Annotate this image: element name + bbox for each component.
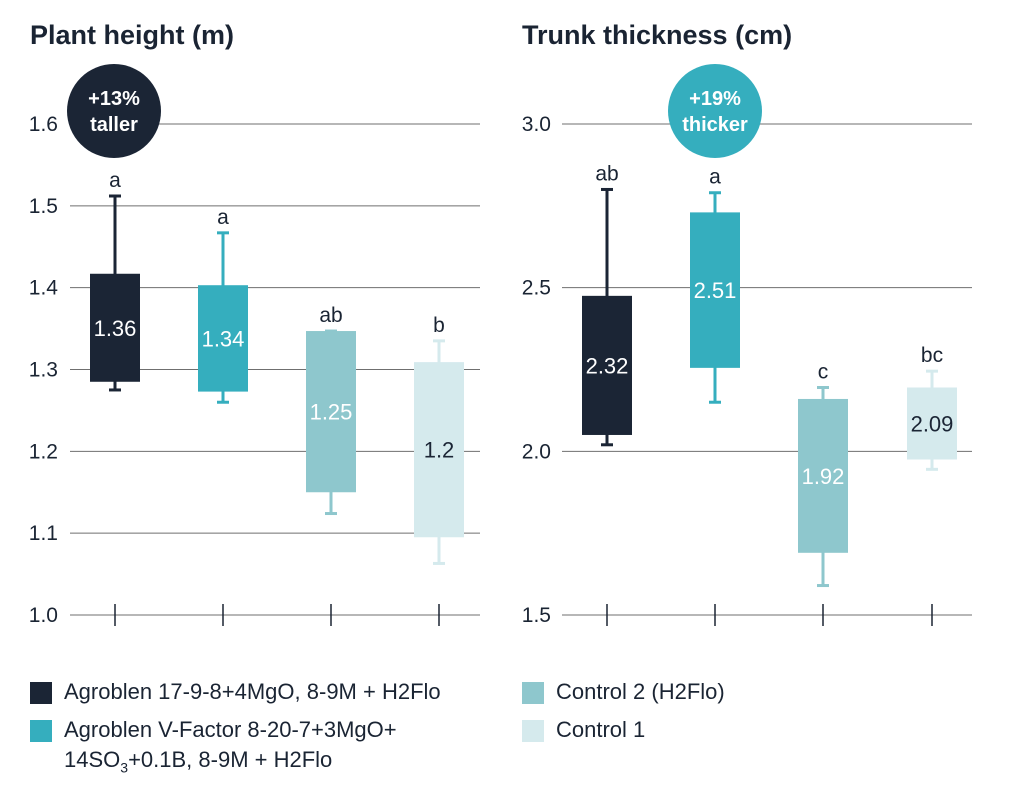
significance-label: bc	[921, 344, 943, 367]
significance-label: a	[217, 206, 229, 229]
badge-caption: taller	[90, 114, 138, 136]
legend-swatch	[30, 720, 52, 742]
box	[798, 398, 848, 553]
box	[582, 295, 632, 435]
y-tick-label: 1.0	[29, 604, 58, 627]
badge-circle	[668, 64, 762, 158]
value-label: 1.92	[802, 464, 845, 489]
box	[198, 285, 248, 392]
value-label: 1.36	[94, 316, 137, 341]
legend-label: Control 1	[556, 717, 646, 742]
badge-circle	[67, 64, 161, 158]
box	[414, 362, 464, 538]
y-tick-label: 1.5	[522, 604, 551, 627]
value-label: 2.32	[586, 353, 629, 378]
box	[690, 212, 740, 368]
chart-title: Trunk thickness (cm)	[522, 20, 792, 50]
value-label: 1.25	[310, 400, 353, 425]
legend-item-agroblen-v-factor: Agroblen V-Factor 8-20-7+3MgO+ 14SO3+0.1…	[30, 715, 397, 782]
significance-label: ab	[319, 304, 342, 327]
value-label: 2.09	[911, 412, 954, 437]
legend-label-subscript: 3	[120, 759, 129, 776]
significance-label: ab	[595, 162, 618, 185]
y-tick-label: 1.4	[29, 277, 59, 300]
badge-percent: +13%	[88, 88, 140, 110]
y-tick-label: 1.5	[29, 195, 58, 218]
y-tick-label: 1.1	[29, 522, 58, 545]
value-label: 1.34	[202, 326, 245, 351]
legend-label: Control 2 (H2Flo)	[556, 679, 725, 704]
chart-title: Plant height (m)	[30, 20, 234, 50]
legend-item-control-2: Control 2 (H2Flo)	[522, 677, 725, 707]
legend-item-control-1: Control 1	[522, 715, 645, 745]
value-label: 1.2	[424, 438, 455, 463]
legend-label: Agroblen V-Factor 8-20-7+3MgO+ 14SO3+0.1…	[64, 715, 397, 782]
legend-swatch	[30, 682, 52, 704]
box	[907, 387, 957, 460]
box	[306, 331, 356, 493]
legend-swatch	[522, 720, 544, 742]
legend-label-part: +0.1B, 8-9M + H2Flo	[128, 747, 333, 772]
legend-label: Agroblen 17-9-8+4MgO, 8-9M + H2Flo	[64, 679, 441, 704]
y-tick-label: 2.5	[522, 277, 551, 300]
value-label: 2.51	[694, 278, 737, 303]
y-tick-label: 3.0	[522, 113, 551, 136]
y-tick-label: 1.2	[29, 440, 58, 463]
box	[90, 273, 140, 382]
badge-caption: thicker	[682, 114, 748, 136]
legend-label-line-1: Agroblen V-Factor 8-20-7+3MgO+	[64, 717, 397, 742]
y-tick-label: 1.6	[29, 113, 58, 136]
legend-swatch	[522, 682, 544, 704]
legend-item-agroblen-17-9-8: Agroblen 17-9-8+4MgO, 8-9M + H2Flo	[30, 677, 441, 707]
y-tick-label: 1.3	[29, 359, 58, 382]
legend-label-line-2: 14SO3+0.1B, 8-9M + H2Flo	[64, 745, 397, 782]
y-tick-label: 2.0	[522, 440, 551, 463]
significance-label: c	[818, 361, 829, 384]
legend-label-part: 14SO	[64, 747, 121, 772]
significance-label: a	[709, 166, 721, 189]
significance-label: a	[109, 169, 121, 192]
significance-label: b	[433, 314, 445, 337]
badge-percent: +19%	[689, 88, 741, 110]
box-plot-charts: Plant height (m) 1.0 1.1 1.2 1.3 1.4 1.5 1.6 1.3…	[29, 20, 972, 627]
